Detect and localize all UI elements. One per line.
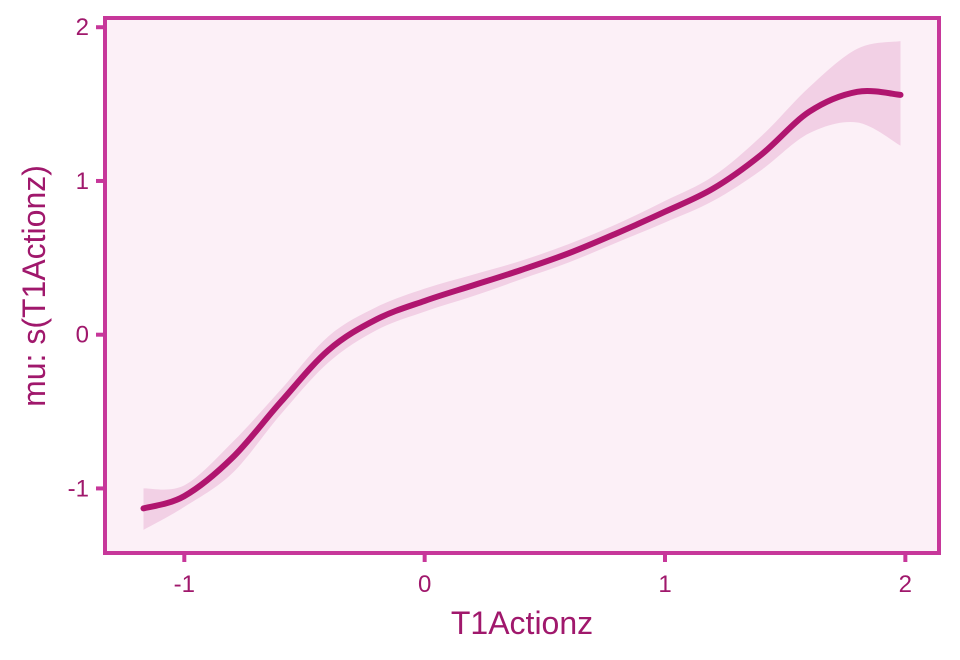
y-tick-label: 0 (76, 322, 89, 349)
y-tick-label: 1 (76, 168, 89, 195)
y-tick-label: -1 (68, 475, 89, 502)
x-tick-label: 1 (658, 571, 671, 598)
y-tick-label: 2 (76, 14, 89, 41)
confidence-ribbon (143, 41, 901, 530)
y-axis-title: mu: s(T1Actionz) (16, 165, 52, 407)
plot-frame (103, 16, 941, 555)
x-tick-label: -1 (174, 571, 195, 598)
x-axis: -1 0 1 2 (174, 553, 912, 598)
x-tick-label: 2 (899, 571, 912, 598)
x-tick-label: 0 (418, 571, 431, 598)
x-axis-title: T1Actionz (451, 605, 593, 641)
smooth-line (140, 88, 904, 512)
y-axis: -1 0 1 2 (68, 14, 105, 502)
